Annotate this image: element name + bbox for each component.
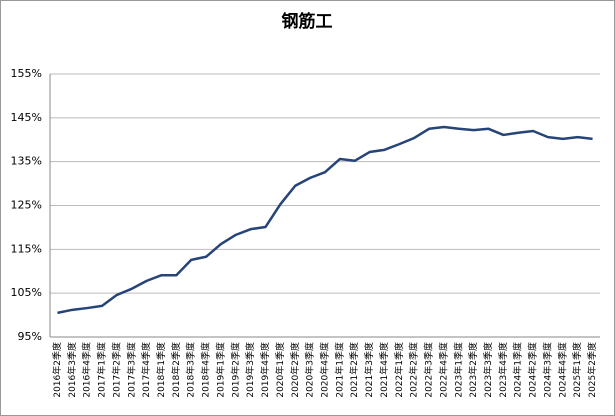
x-tick-label: 2017年1季度 bbox=[96, 342, 108, 398]
x-tick-label: 2017年3季度 bbox=[125, 342, 137, 398]
x-tick-label: 2019年2季度 bbox=[229, 342, 241, 398]
x-tick-label: 2020年4季度 bbox=[319, 342, 331, 398]
x-tick-label: 2022年2季度 bbox=[408, 342, 420, 398]
x-tick-label: 2023年3季度 bbox=[482, 342, 494, 398]
x-tick-label: 2022年3季度 bbox=[423, 342, 435, 398]
x-tick-label: 2016年4季度 bbox=[81, 342, 93, 398]
x-tick-label: 2018年1季度 bbox=[155, 342, 167, 398]
chart-title: 钢筋工 bbox=[282, 11, 333, 32]
x-tick-label: 2021年3季度 bbox=[363, 342, 375, 398]
x-tick-label: 2024年3季度 bbox=[541, 342, 553, 398]
x-tick-label: 2017年4季度 bbox=[140, 342, 152, 398]
x-tick-label: 2016年3季度 bbox=[66, 342, 78, 398]
x-tick-label: 2020年3季度 bbox=[304, 342, 316, 398]
line bbox=[57, 125, 593, 315]
y-tick-label: 105% bbox=[11, 286, 42, 299]
y-tick-label: 125% bbox=[11, 199, 42, 212]
x-tick-label: 2025年2季度 bbox=[586, 342, 598, 398]
x-tick-label: 2024年1季度 bbox=[512, 342, 524, 398]
x-tick-label: 2019年3季度 bbox=[244, 342, 256, 398]
y-tick-label: 115% bbox=[11, 242, 42, 255]
x-tick-label: 2023年1季度 bbox=[452, 342, 464, 398]
x-tick-label: 2024年4季度 bbox=[556, 342, 568, 398]
x-tick-label: 2022年4季度 bbox=[437, 342, 449, 398]
x-tick-label: 2021年1季度 bbox=[333, 342, 345, 398]
y-tick-label: 95% bbox=[18, 330, 42, 343]
x-tick-label: 2018年3季度 bbox=[185, 342, 197, 398]
y-tick-label: 155% bbox=[11, 67, 42, 80]
x-tick-label: 2019年4季度 bbox=[259, 342, 271, 398]
x-tick-label: 2023年2季度 bbox=[467, 342, 479, 398]
x-tick-label: 2021年4季度 bbox=[378, 342, 390, 398]
x-tick-label: 2022年1季度 bbox=[393, 342, 405, 398]
x-tick-label: 2025年1季度 bbox=[571, 342, 583, 398]
x-tick-label: 2019年1季度 bbox=[214, 342, 226, 398]
x-tick-label: 2018年4季度 bbox=[200, 342, 212, 398]
y-tick-label: 135% bbox=[11, 155, 42, 168]
x-tick-label: 2021年2季度 bbox=[348, 342, 360, 398]
x-tick-label: 2018年2季度 bbox=[170, 342, 182, 398]
y-tick-label: 145% bbox=[11, 111, 42, 124]
x-tick-label: 2020年1季度 bbox=[274, 342, 286, 398]
x-tick-label: 2020年2季度 bbox=[289, 342, 301, 398]
x-tick-label: 2016年2季度 bbox=[51, 342, 63, 398]
x-tick-label: 2023年4季度 bbox=[497, 342, 509, 398]
x-tick-label: 2017年2季度 bbox=[110, 342, 122, 398]
x-tick-label: 2024年2季度 bbox=[527, 342, 539, 398]
